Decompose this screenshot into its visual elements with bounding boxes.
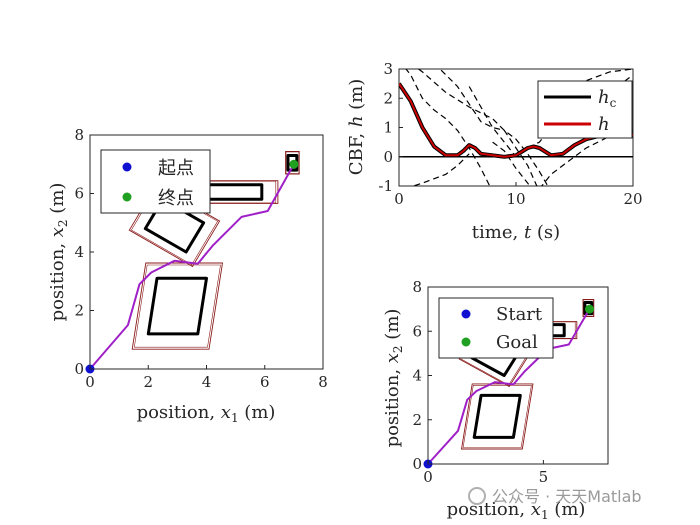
legend-start-marker <box>461 309 471 319</box>
legend-goal-marker <box>122 192 132 202</box>
y-tick-label: 3 <box>383 60 393 78</box>
tick-group: 0 2 4 6 8 0 2 4 6 8 <box>74 126 327 391</box>
x-tick-label: 20 <box>623 190 642 208</box>
y-tick-label: 2 <box>74 302 84 320</box>
dashed-series-line <box>439 69 538 186</box>
obstacle <box>146 276 208 336</box>
obstacle-margin-outer <box>460 383 534 450</box>
goal-point <box>289 159 299 169</box>
x-tick-label: 4 <box>202 373 212 391</box>
y-tick-label: 2 <box>383 89 393 107</box>
y-axis-label: position, x2 (m) <box>382 309 405 448</box>
trajectory-chart-cn: 0 2 4 6 8 0 2 4 6 8 position, x1 (m) position, x2… <box>47 126 328 425</box>
goal-point <box>585 304 595 314</box>
obstacle-margin-outer <box>285 151 300 175</box>
y-axis-label: CBF, h (m) <box>346 79 367 176</box>
obstacle-margin-inner <box>285 151 300 174</box>
legend-start-marker <box>122 162 132 172</box>
y-tick-label: 0 <box>74 360 84 378</box>
h-series-line <box>399 83 633 158</box>
trajectory-chart-en: 0 5 0 2 4 6 8 position, x1 (m) position, x2 (m… <box>382 278 609 522</box>
obstacle <box>472 393 522 439</box>
x-axis-label: time, t (s) <box>472 222 560 243</box>
x-tick-label: 0 <box>85 373 95 391</box>
legend: hc h <box>537 80 633 139</box>
legend-start-label: 起点 <box>158 158 194 179</box>
obstacle-margin-outer <box>131 262 224 350</box>
obstacle <box>286 154 299 172</box>
tick-group: 0 5 0 2 4 6 8 <box>412 278 548 486</box>
legend-start-label: Start <box>496 304 543 325</box>
y-tick-label: 2 <box>412 411 422 429</box>
y-tick-label: 4 <box>74 243 84 261</box>
x-tick-label: 0 <box>423 468 433 486</box>
y-axis-label: position, x2 (m) <box>47 183 70 322</box>
path-group <box>423 304 595 469</box>
dashed-series-line <box>417 69 549 186</box>
x-tick-label: 6 <box>260 373 270 391</box>
legend-box <box>537 80 633 139</box>
x-tick-label: 0 <box>394 190 404 208</box>
wechat-icon <box>468 487 486 505</box>
obstacle-margin-inner <box>133 264 221 348</box>
x-axis-label: position, x1 (m) <box>137 402 276 425</box>
legend-box <box>438 297 554 359</box>
legend-goal-marker <box>461 337 471 347</box>
y-tick-label: 8 <box>74 126 84 144</box>
legend-h-label: h <box>598 114 610 135</box>
trajectory-line <box>89 163 295 370</box>
dashed-series-line <box>492 141 531 186</box>
x-tick-label: 8 <box>318 373 328 391</box>
watermark: 公众号 · 天天Matlab <box>468 487 642 506</box>
legend-goal-label: 终点 <box>158 188 194 209</box>
y-tick-label: 6 <box>412 322 422 340</box>
y-tick-label: 8 <box>412 278 422 296</box>
obstacle-margin-inner <box>582 299 594 317</box>
x-tick-label: 10 <box>506 190 525 208</box>
legend: Start Goal <box>438 297 554 359</box>
y-tick-label: 6 <box>74 185 84 203</box>
x-tick-label: 5 <box>539 468 549 486</box>
x-tick-label: 2 <box>143 373 153 391</box>
y-tick-label: 4 <box>412 367 422 385</box>
trajectory-line <box>427 308 591 465</box>
dashed-series-line <box>411 153 470 186</box>
obstacle-margin-inner <box>462 384 532 448</box>
legend-hc-label: hc <box>598 87 617 110</box>
legend-box <box>100 149 211 214</box>
y-tick-label: 0 <box>383 148 393 166</box>
y-tick-label: 1 <box>383 119 393 137</box>
legend-goal-label: Goal <box>496 332 538 353</box>
watermark-text: 公众号 · 天天Matlab <box>492 487 642 506</box>
y-tick-label: 0 <box>412 455 422 473</box>
y-tick-label: -1 <box>378 177 393 195</box>
legend: 起点 终点 <box>100 149 211 214</box>
x-axis-label: position, x1 (m) <box>447 499 586 522</box>
